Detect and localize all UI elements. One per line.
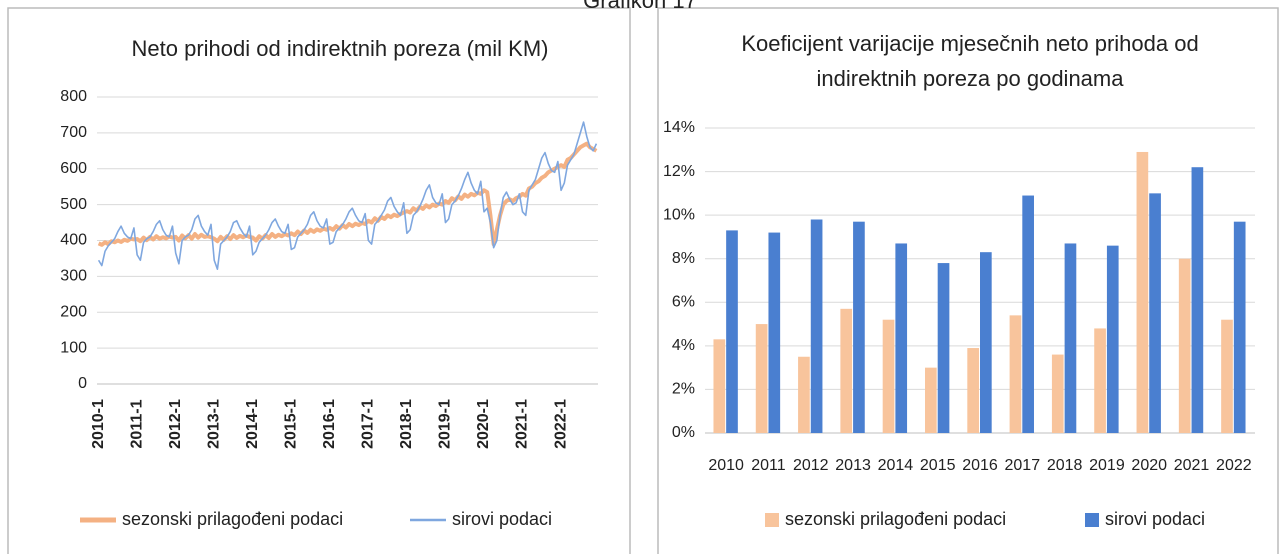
bar <box>925 367 937 433</box>
x-tick-label: 2020 <box>1131 457 1167 474</box>
bar <box>1022 195 1034 433</box>
legend-label: sirovi podaci <box>1105 509 1205 529</box>
bar <box>726 230 738 433</box>
x-tick-label: 2014 <box>878 457 914 474</box>
x-tick-label: 2022-1 <box>552 399 569 449</box>
bar <box>967 348 979 433</box>
bar <box>1178 258 1191 433</box>
bar <box>1149 193 1161 433</box>
bar <box>810 219 823 433</box>
x-tick-label: 2019 <box>1089 457 1125 474</box>
x-tick-label: 2012-1 <box>167 399 184 449</box>
x-tick-label: 2010 <box>708 457 744 474</box>
bar <box>755 324 768 433</box>
x-tick-label: 2015 <box>920 457 956 474</box>
x-tick-label: 2014-1 <box>244 399 261 449</box>
bar <box>1009 315 1022 433</box>
y-tick-label: 10% <box>663 206 695 223</box>
x-tick-label: 2015-1 <box>283 399 300 449</box>
bar <box>1136 151 1149 433</box>
left-panel-frame <box>7 7 631 554</box>
bar <box>1106 245 1119 433</box>
bar <box>980 252 992 433</box>
bar <box>1064 243 1077 433</box>
y-tick-label: 500 <box>60 196 87 213</box>
x-tick-label: 2019-1 <box>437 399 454 449</box>
x-tick-label: 2010-1 <box>90 399 107 449</box>
series-line <box>97 141 598 247</box>
series-line <box>97 121 598 270</box>
chart-title: Koeficijent varijacije mjesečnih neto pr… <box>741 31 1198 56</box>
x-tick-label: 2011 <box>751 457 786 474</box>
y-tick-label: 400 <box>60 232 87 249</box>
bar <box>1051 354 1064 433</box>
x-tick-label: 2020-1 <box>475 399 492 449</box>
x-tick-label: 2013-1 <box>205 399 222 449</box>
chart-title: indirektnih poreza po godinama <box>817 66 1125 91</box>
bar <box>1233 221 1246 433</box>
x-tick-label: 2022 <box>1216 457 1252 474</box>
legend-label: sirovi podaci <box>452 509 552 529</box>
y-tick-label: 4% <box>672 337 695 354</box>
y-tick-label: 600 <box>60 160 87 177</box>
bar <box>853 221 865 433</box>
x-tick-label: 2016-1 <box>321 399 338 449</box>
x-tick-label: 2012 <box>793 457 829 474</box>
x-tick-label: 2018 <box>1047 457 1083 474</box>
bar <box>882 319 895 433</box>
bar <box>895 243 908 433</box>
y-tick-label: 800 <box>60 88 87 105</box>
y-tick-label: 0% <box>672 424 695 441</box>
x-tick-label: 2011-1 <box>128 399 145 448</box>
right-panel-frame <box>657 7 1279 554</box>
y-tick-label: 0 <box>78 375 87 392</box>
x-tick-label: 2017-1 <box>360 399 377 449</box>
x-tick-label: 2017 <box>1005 457 1041 474</box>
x-tick-label: 2016 <box>962 457 998 474</box>
chart-title: Neto prihodi od indirektnih poreza (mil … <box>132 36 549 61</box>
legend-label: sezonski prilagođeni podaci <box>122 509 343 529</box>
caption: Grafikon 17 <box>583 0 697 13</box>
bar <box>1094 328 1106 433</box>
x-tick-label: 2021-1 <box>514 399 531 449</box>
y-tick-label: 700 <box>60 124 87 141</box>
y-tick-label: 300 <box>60 268 87 285</box>
x-tick-label: 2013 <box>835 457 871 474</box>
legend-label: sezonski prilagođeni podaci <box>785 509 1006 529</box>
y-tick-label: 8% <box>672 250 695 267</box>
x-tick-label: 2018-1 <box>398 399 415 449</box>
bar <box>1221 319 1233 433</box>
x-tick-label: 2021 <box>1174 457 1210 474</box>
y-tick-label: 2% <box>672 381 695 398</box>
y-tick-label: 100 <box>60 339 87 356</box>
bar <box>937 263 950 433</box>
y-tick-label: 6% <box>672 294 695 311</box>
bar <box>768 232 781 433</box>
bar <box>713 339 726 433</box>
bar <box>798 356 810 433</box>
bar <box>1191 167 1204 433</box>
legend-swatch <box>765 513 779 527</box>
y-tick-label: 12% <box>663 163 695 180</box>
bar <box>840 308 853 433</box>
y-tick-label: 14% <box>663 119 695 136</box>
y-tick-label: 200 <box>60 303 87 320</box>
legend-swatch <box>1085 513 1099 527</box>
